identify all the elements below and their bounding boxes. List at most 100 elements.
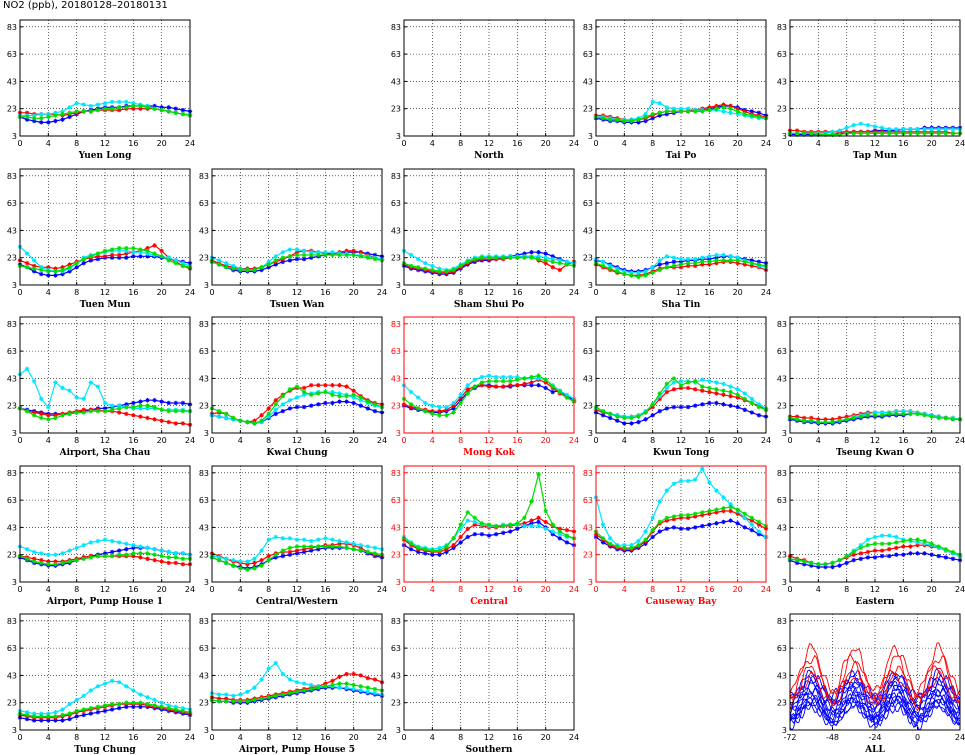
data-point [430,263,435,269]
data-point [728,502,733,507]
data-point [159,418,164,423]
panel-all: -72 -48 -24 0 24 3 23 43 63 83 ALL [777,613,965,755]
data-point [266,406,271,411]
data-point [138,103,143,109]
data-point [650,270,655,275]
data-point [430,267,435,273]
data-point [301,681,307,686]
data-point [372,677,378,682]
data-point [629,270,634,275]
data-point [830,419,835,425]
data-point [344,248,349,254]
data-point [629,542,634,548]
data-point [294,250,300,255]
data-point [308,252,314,258]
data-point [749,260,755,266]
series-line [789,689,961,728]
data-point [922,126,927,132]
data-point [508,522,513,527]
data-point [116,705,122,711]
data-point [116,540,122,545]
data-point [437,408,442,414]
data-point [943,547,949,552]
data-point [458,398,463,403]
data-point [67,262,72,267]
data-point [550,265,555,270]
y-tick-label: 83 [583,23,593,32]
data-point [415,549,421,555]
data-point [223,556,229,561]
y-tick-label: 63 [7,50,17,59]
data-point [46,562,51,567]
data-point [671,404,677,410]
data-point [671,380,677,385]
data-point [901,538,906,544]
data-point [830,564,835,570]
data-point [707,522,712,527]
data-point [650,402,655,407]
data-point [950,126,956,132]
panel-tuen-mun: 0 4 8 12 16 20 24 3 23 43 63 83 Tuen Mun [7,168,195,310]
data-point [259,413,264,418]
data-point [714,510,719,515]
x-tick-label: 20 [541,436,551,445]
x-tick-label: 8 [844,139,849,148]
y-tick-label: 23 [391,254,401,263]
data-point [486,522,492,527]
data-point [423,266,428,271]
data-point [53,380,58,385]
data-point [116,252,122,258]
data-point [479,532,485,537]
x-tick-label: 12 [100,288,110,297]
data-point [678,106,684,111]
data-point [650,99,655,105]
data-point [809,131,814,136]
data-point [657,113,662,118]
data-point [550,532,555,537]
x-tick-label: 20 [349,288,359,297]
panel-title: Tung Chung [74,745,136,755]
data-point [60,265,65,270]
data-point [444,413,449,418]
x-tick-label: 4 [238,288,243,297]
data-point [728,403,733,408]
data-point [749,518,755,523]
panel-mong-kok: 0 4 8 12 16 20 24 3 23 43 63 83 Mong Kok [391,316,579,458]
data-point [879,533,885,538]
data-point [543,519,548,525]
data-point [159,407,164,412]
x-tick-label: 4 [622,585,627,594]
panel-tai-po: 0 4 8 12 16 20 24 3 23 43 63 83 Tai Po [583,19,771,161]
data-point [294,404,300,410]
y-tick-label: 43 [391,77,401,86]
y-tick-label: 23 [777,402,787,411]
data-point [301,385,307,391]
data-point [801,562,807,567]
x-tick-label: 0 [209,436,214,445]
panel-yuen-long: 0 4 8 12 16 20 24 3 23 43 63 83 Yuen Long [7,19,195,161]
data-point [95,538,101,544]
data-point [109,549,115,555]
data-point [351,392,356,397]
data-point [508,378,513,384]
data-point [714,521,719,526]
data-point [287,258,293,263]
y-tick-label: 83 [391,320,401,329]
data-point [88,258,94,263]
data-point [886,553,892,559]
data-point [67,716,72,722]
data-point [650,116,655,121]
data-point [664,105,670,110]
data-point [24,547,30,552]
data-point [245,267,250,273]
x-tick-label: 4 [238,436,243,445]
y-tick-label: 63 [777,347,787,356]
data-point [259,563,264,568]
y-tick-label: 83 [777,617,787,626]
data-point [316,537,321,542]
data-point [124,105,129,110]
data-point [365,675,371,681]
data-point [358,395,363,400]
x-tick-label: 20 [157,585,167,594]
data-point [102,106,108,111]
